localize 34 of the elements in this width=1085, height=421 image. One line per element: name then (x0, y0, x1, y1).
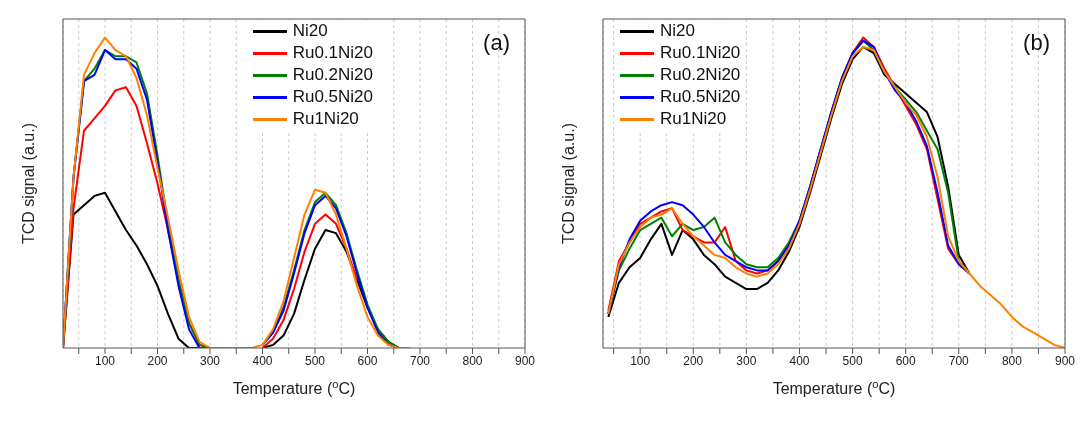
annotation: (b) (1023, 30, 1050, 56)
x-tick-label: 400 (789, 353, 810, 368)
x-tick-label: 800 (1001, 353, 1023, 368)
x-tick-label: 500 (842, 353, 863, 368)
x-tick-label: 600 (357, 353, 378, 368)
x-tick-label: 200 (683, 353, 704, 368)
x-tick-label: 800 (462, 353, 483, 368)
x-tick-label: 400 (252, 353, 273, 368)
legend-label: Ni20 (292, 20, 328, 42)
x-tick-label: 100 (630, 353, 651, 368)
x-tick-label: 700 (409, 353, 431, 368)
x-tick-label: 300 (736, 353, 757, 368)
x-tick-label: 700 (948, 353, 970, 368)
legend-label: Ru1Ni20 (292, 108, 359, 130)
x-axis-title: Temperature ($^{o}$C) (232, 378, 356, 397)
legend-label: Ru0.1Ni20 (292, 42, 373, 64)
legend-label: Ru1Ni20 (660, 108, 727, 130)
annotation: (a) (483, 30, 510, 56)
legend-label: Ru0.2Ni20 (292, 64, 373, 86)
x-tick-label: 900 (1054, 353, 1076, 368)
x-tick-label: 200 (147, 353, 168, 368)
legend-label: Ni20 (660, 20, 695, 42)
x-tick-label: 900 (514, 353, 536, 368)
y-axis-title: TCD signal (a.u.) (20, 123, 37, 244)
legend-label: Ru0.2Ni20 (660, 64, 741, 86)
legend-label: Ru0.5Ni20 (660, 86, 741, 108)
legend-label: Ru0.1Ni20 (660, 42, 741, 64)
x-axis-title: Temperature ($^{o}$C) (772, 378, 896, 397)
x-tick-label: 100 (94, 353, 116, 368)
legend-label: Ru0.5Ni20 (292, 86, 373, 108)
x-tick-label: 300 (199, 353, 221, 368)
x-tick-label: 500 (304, 353, 326, 368)
y-axis-title: TCD signal (a.u.) (560, 123, 577, 244)
x-tick-label: 600 (895, 353, 917, 368)
